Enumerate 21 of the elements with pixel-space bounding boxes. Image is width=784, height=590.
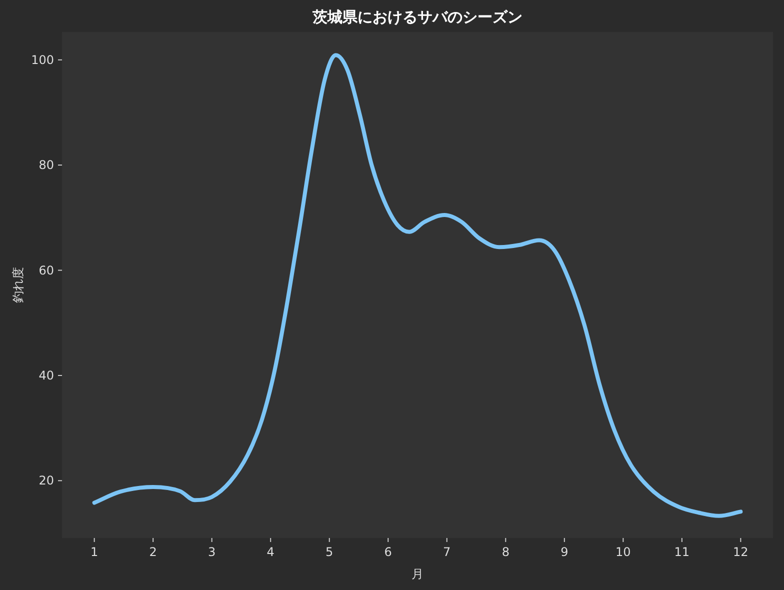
y-tick-label: 100: [31, 52, 54, 67]
y-tick-label: 80: [38, 158, 54, 172]
x-tick-label: 8: [502, 545, 510, 559]
y-tick-label: 60: [38, 263, 54, 278]
x-tick-label: 10: [616, 545, 631, 559]
x-tick-label: 9: [560, 545, 568, 559]
x-tick-label: 4: [266, 545, 274, 559]
x-tick-label: 11: [674, 545, 690, 559]
y-tick-label: 20: [38, 474, 54, 488]
x-tick-label: 3: [208, 545, 216, 559]
x-axis-title: 月: [412, 567, 424, 581]
x-tick-label: 5: [326, 545, 334, 559]
x-tick-label: 6: [384, 545, 392, 559]
x-tick-label: 12: [733, 545, 748, 559]
x-tick-label: 1: [90, 545, 98, 559]
x-tick-label: 2: [149, 545, 157, 559]
y-tick-label: 40: [38, 368, 54, 382]
x-tick-label: 7: [443, 545, 451, 559]
y-axis-title: 釣れ度: [11, 267, 25, 303]
line-series: [92, 53, 743, 518]
chart-title: 茨城県におけるサバのシーズン: [312, 8, 522, 26]
